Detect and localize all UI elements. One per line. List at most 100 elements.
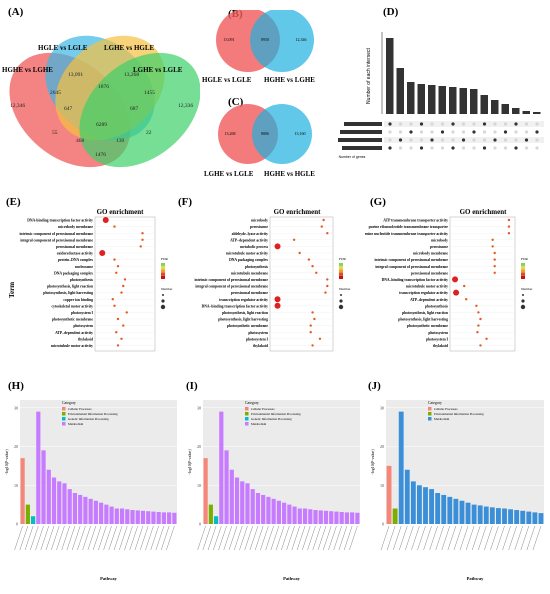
kegg-xlabel: Pathway bbox=[100, 576, 117, 581]
go-term-label: transcription regulator activity bbox=[399, 291, 448, 295]
panel-label-i: (I) bbox=[186, 380, 198, 392]
kegg-pathway-tick bbox=[532, 525, 542, 551]
venn-c-center: 8806 bbox=[261, 131, 269, 136]
go-dot bbox=[479, 317, 482, 321]
upset-matrix-dot bbox=[514, 130, 518, 134]
venn4-value: 647 bbox=[64, 106, 73, 112]
venn-b-right: 12,346 bbox=[296, 37, 307, 43]
upset-matrix-dot bbox=[440, 130, 445, 134]
go-term-label: ATP transmembrane transporter activity bbox=[383, 219, 448, 223]
upset-ylabel: Number of each intersect bbox=[366, 47, 372, 103]
go-dot bbox=[116, 344, 120, 347]
upset-bar bbox=[533, 112, 541, 114]
kegg-bar bbox=[459, 500, 465, 524]
kegg-pathway-tick bbox=[417, 525, 426, 551]
go-term-label: thylakoid bbox=[78, 337, 94, 341]
kegg-bar bbox=[104, 504, 109, 524]
upset-matrix-dot bbox=[524, 138, 529, 142]
go-term-label: peroxisomal membrane bbox=[231, 291, 268, 295]
go-legend-gradient bbox=[339, 266, 343, 270]
kegg-pathway-tick bbox=[435, 525, 444, 551]
venn-circle-right bbox=[250, 10, 314, 72]
venn4-value: 2645 bbox=[50, 90, 61, 96]
kegg-tick-label: 0 bbox=[16, 522, 18, 527]
kegg-legend-swatch bbox=[62, 407, 66, 411]
kegg-pathway-tick bbox=[502, 525, 511, 551]
kegg-xlabel: Pathway bbox=[467, 576, 484, 581]
go-term-label: photosystem I bbox=[71, 311, 94, 315]
upset-matrix-dot bbox=[503, 146, 508, 150]
upset-matrix-dot bbox=[514, 138, 518, 142]
upset-matrix-dot bbox=[409, 122, 413, 126]
go-term-label: transcription regulator activity bbox=[219, 298, 268, 302]
upset-matrix-dot bbox=[398, 138, 403, 142]
kegg-bar bbox=[146, 511, 151, 524]
kegg-pathway-tick bbox=[160, 525, 170, 551]
kegg-pathway-tick bbox=[202, 525, 212, 551]
go-term-label: nucleosome bbox=[75, 265, 94, 269]
go-dot bbox=[141, 232, 144, 235]
kegg-pathway-tick bbox=[343, 525, 353, 551]
go-term-label: microtubule membrane bbox=[231, 271, 268, 275]
go-term-label: photosynthesis, light harvesting bbox=[218, 318, 268, 322]
kegg-bar bbox=[308, 509, 313, 524]
kegg-pathway-tick bbox=[441, 525, 451, 551]
kegg-legend-swatch bbox=[245, 422, 249, 426]
go-dot bbox=[479, 344, 482, 347]
kegg-pathway-tick bbox=[471, 525, 481, 551]
panel-label-d: (D) bbox=[383, 6, 399, 18]
kegg-pathway-tick bbox=[155, 525, 165, 551]
panel-label-e: (E) bbox=[6, 196, 21, 208]
venn-c-right: 13,160 bbox=[295, 131, 306, 137]
venn4-value: 55 bbox=[52, 130, 58, 136]
kegg-bar bbox=[36, 411, 41, 524]
kegg-bar bbox=[323, 510, 329, 524]
kegg-pathway-tick bbox=[260, 525, 269, 551]
kegg-bar bbox=[266, 496, 271, 524]
go-term-label: microtubule motor activity bbox=[406, 285, 448, 289]
kegg-pathway-tick bbox=[103, 525, 112, 551]
kegg-plot-bg bbox=[386, 400, 544, 524]
go-term-label: metabolic process bbox=[240, 245, 268, 249]
go-term-label: purine ribonucleotide transmembrane tran… bbox=[369, 225, 449, 229]
upset-matrix-dot bbox=[451, 138, 455, 142]
go-dot bbox=[491, 245, 494, 248]
upset-matrix-dot bbox=[451, 122, 455, 126]
go-legend-title: FDR bbox=[161, 257, 168, 261]
kegg-bar bbox=[483, 506, 489, 524]
upset-matrix-dot bbox=[535, 122, 539, 126]
go-dot bbox=[507, 225, 511, 228]
kegg-pathway-tick bbox=[423, 525, 432, 551]
kegg-bar bbox=[67, 489, 72, 524]
kegg-bar bbox=[62, 483, 67, 524]
go-legend-gradient bbox=[339, 269, 343, 273]
go-legend-size bbox=[338, 304, 344, 310]
kegg-bar bbox=[344, 512, 350, 524]
upset-matrix-dot bbox=[461, 138, 466, 142]
kegg-tick-label: 30 bbox=[380, 405, 384, 410]
go-term-label: photosynthesis bbox=[245, 265, 269, 269]
venn-b-label-right: HGHE vs LGHE bbox=[264, 76, 315, 84]
kegg-bar bbox=[125, 509, 130, 524]
kegg-pathway-tick bbox=[228, 525, 238, 551]
kegg-legend-swatch bbox=[245, 417, 249, 421]
kegg-pathway-tick bbox=[508, 525, 517, 551]
go-term-label: microtubule motor activity bbox=[51, 344, 93, 348]
kegg-bar bbox=[78, 494, 83, 524]
kegg-legend-label: Environmental Information Processing bbox=[68, 412, 118, 416]
kegg-bar bbox=[287, 504, 292, 524]
kegg-pathway-tick bbox=[312, 525, 321, 551]
kegg-pathway-tick bbox=[223, 525, 233, 551]
upset-matrix-dot bbox=[430, 122, 434, 126]
kegg-pathway-tick bbox=[429, 525, 438, 551]
kegg-tick-label: 10 bbox=[380, 483, 384, 488]
kegg-pathway-tick bbox=[338, 525, 348, 551]
kegg-legend-swatch bbox=[245, 407, 249, 411]
kegg-bar bbox=[88, 498, 93, 524]
go-term-label: microbody membrane bbox=[58, 225, 93, 229]
go-term-label: photosynthetic membrane bbox=[52, 318, 93, 322]
kegg-pathway-tick bbox=[302, 525, 311, 551]
upset-matrix-dot bbox=[493, 122, 497, 126]
upset-matrix-dot bbox=[503, 138, 508, 142]
kegg-bar bbox=[514, 510, 520, 524]
